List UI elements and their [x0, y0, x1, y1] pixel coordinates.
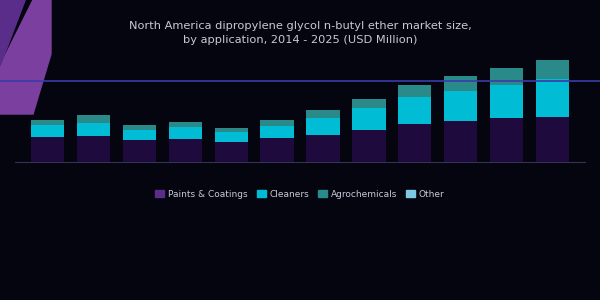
Bar	[260, 126, 293, 138]
Bar	[445, 76, 478, 91]
Bar	[490, 118, 523, 163]
Bar	[31, 137, 64, 163]
Bar	[352, 98, 386, 108]
Bar	[122, 125, 155, 130]
Bar	[169, 139, 202, 163]
Bar	[307, 118, 340, 135]
Bar	[31, 125, 64, 137]
Bar	[398, 97, 431, 124]
Bar	[445, 122, 478, 163]
Bar	[31, 120, 64, 125]
Bar	[398, 85, 431, 97]
Bar	[260, 138, 293, 163]
Bar	[352, 130, 386, 163]
Bar	[169, 122, 202, 128]
Legend: Paints & Coatings, Cleaners, Agrochemicals, Other: Paints & Coatings, Cleaners, Agrochemica…	[152, 186, 448, 202]
Bar	[260, 120, 293, 126]
Bar	[307, 110, 340, 118]
Bar	[122, 140, 155, 163]
Bar	[490, 85, 523, 118]
Title: North America dipropylene glycol n-butyl ether market size,
by application, 2014: North America dipropylene glycol n-butyl…	[128, 21, 472, 45]
Bar	[352, 108, 386, 130]
Bar	[490, 68, 523, 85]
Bar	[398, 124, 431, 163]
Bar	[215, 132, 248, 142]
Bar	[536, 60, 569, 79]
Bar	[445, 91, 478, 122]
Bar	[215, 128, 248, 132]
Bar	[307, 135, 340, 163]
Bar	[77, 123, 110, 136]
Bar	[536, 79, 569, 117]
Bar	[77, 136, 110, 163]
Bar	[215, 142, 248, 163]
Bar	[169, 128, 202, 139]
Bar	[122, 130, 155, 140]
Bar	[536, 117, 569, 163]
Bar	[77, 116, 110, 123]
